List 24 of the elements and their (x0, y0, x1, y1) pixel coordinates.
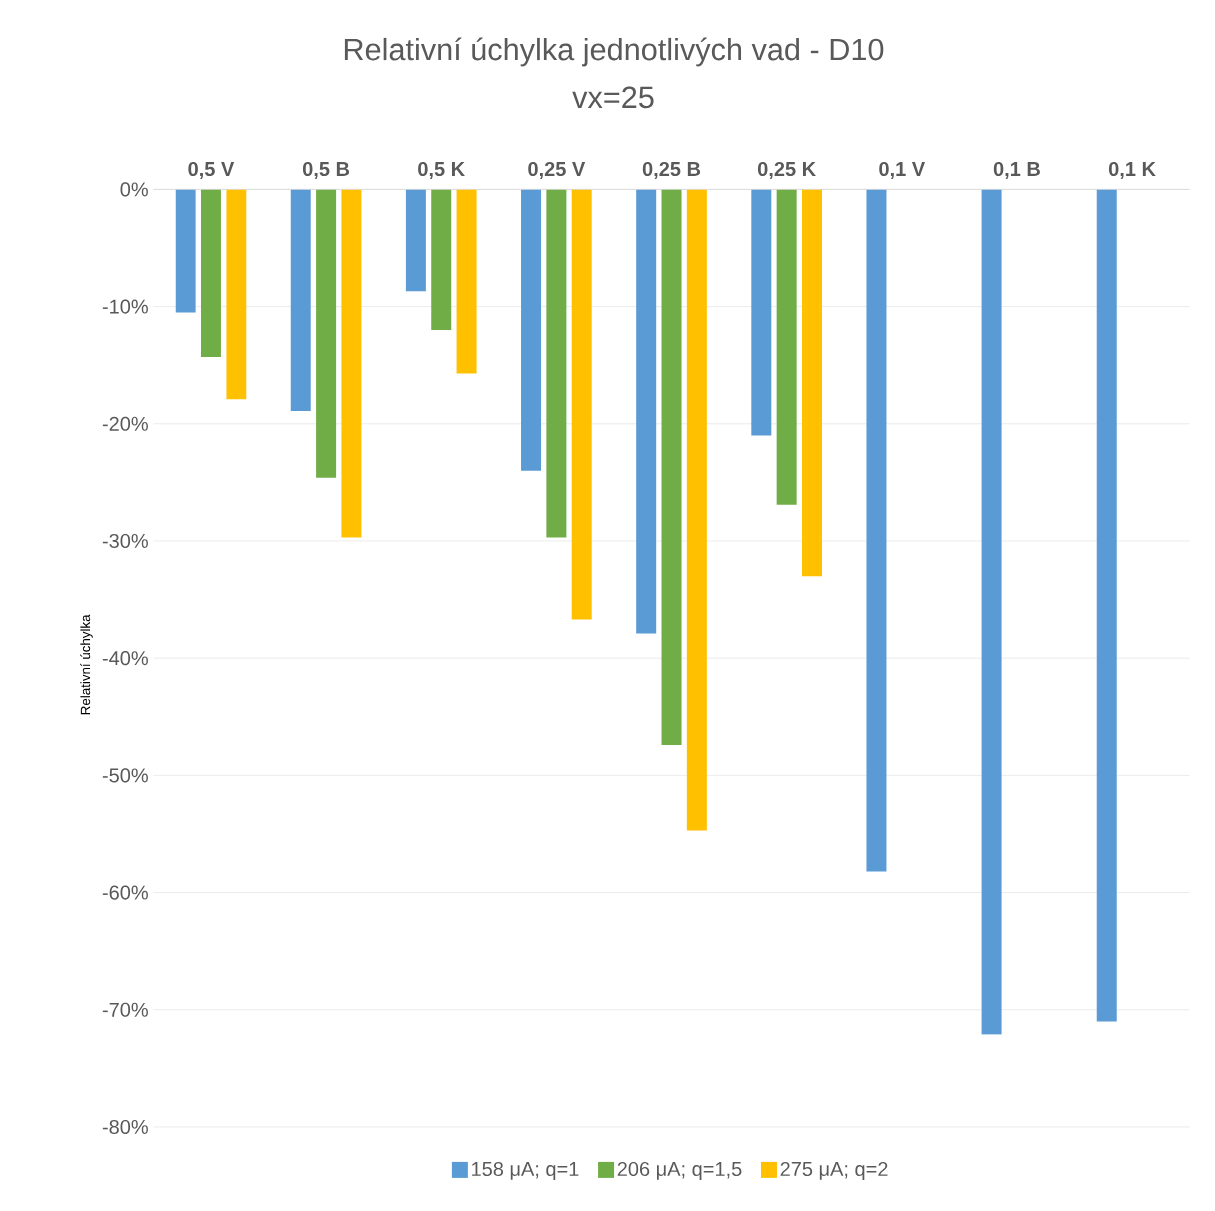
y-tick-label: -80% (102, 1119, 148, 1135)
y-tick-label: -20% (102, 416, 148, 431)
y-tick-label: -70% (102, 1002, 148, 1017)
chart-title: Relativní úchylka jednotlivých vad - D10 (344, 37, 884, 67)
y-tick-label: 0% (120, 182, 148, 197)
x-tick-label: 0,5 V (188, 161, 235, 179)
x-tick-label: 0,25 K (757, 161, 816, 179)
y-tick-label: -50% (102, 768, 148, 783)
x-tick-label: 0,1 B (993, 161, 1040, 179)
y-tick-label: -10% (102, 299, 148, 314)
x-tick-label: 0,5 K (418, 161, 465, 179)
x-tick-label: 0,1 K (1108, 161, 1156, 179)
y-tick-label: -30% (102, 533, 148, 549)
y-tick-label: -60% (102, 885, 148, 900)
x-tick-label: 0,5 B (302, 161, 350, 179)
legend-label: 206 μA; q=1,5 (617, 1161, 742, 1181)
y-tick-label: -40% (102, 651, 148, 666)
legend-label: 275 μA; q=2 (780, 1161, 888, 1181)
x-tick-label: 0,1 V (879, 161, 925, 179)
x-tick-label: 0,25 B (642, 161, 701, 179)
legend-label: 158 μA; q=1 (472, 1161, 579, 1181)
x-tick-label: 0,25 V (528, 161, 586, 179)
y-axis-title: Relativní úchylka (80, 614, 93, 715)
chart-subtitle: vx=25 (572, 86, 654, 109)
